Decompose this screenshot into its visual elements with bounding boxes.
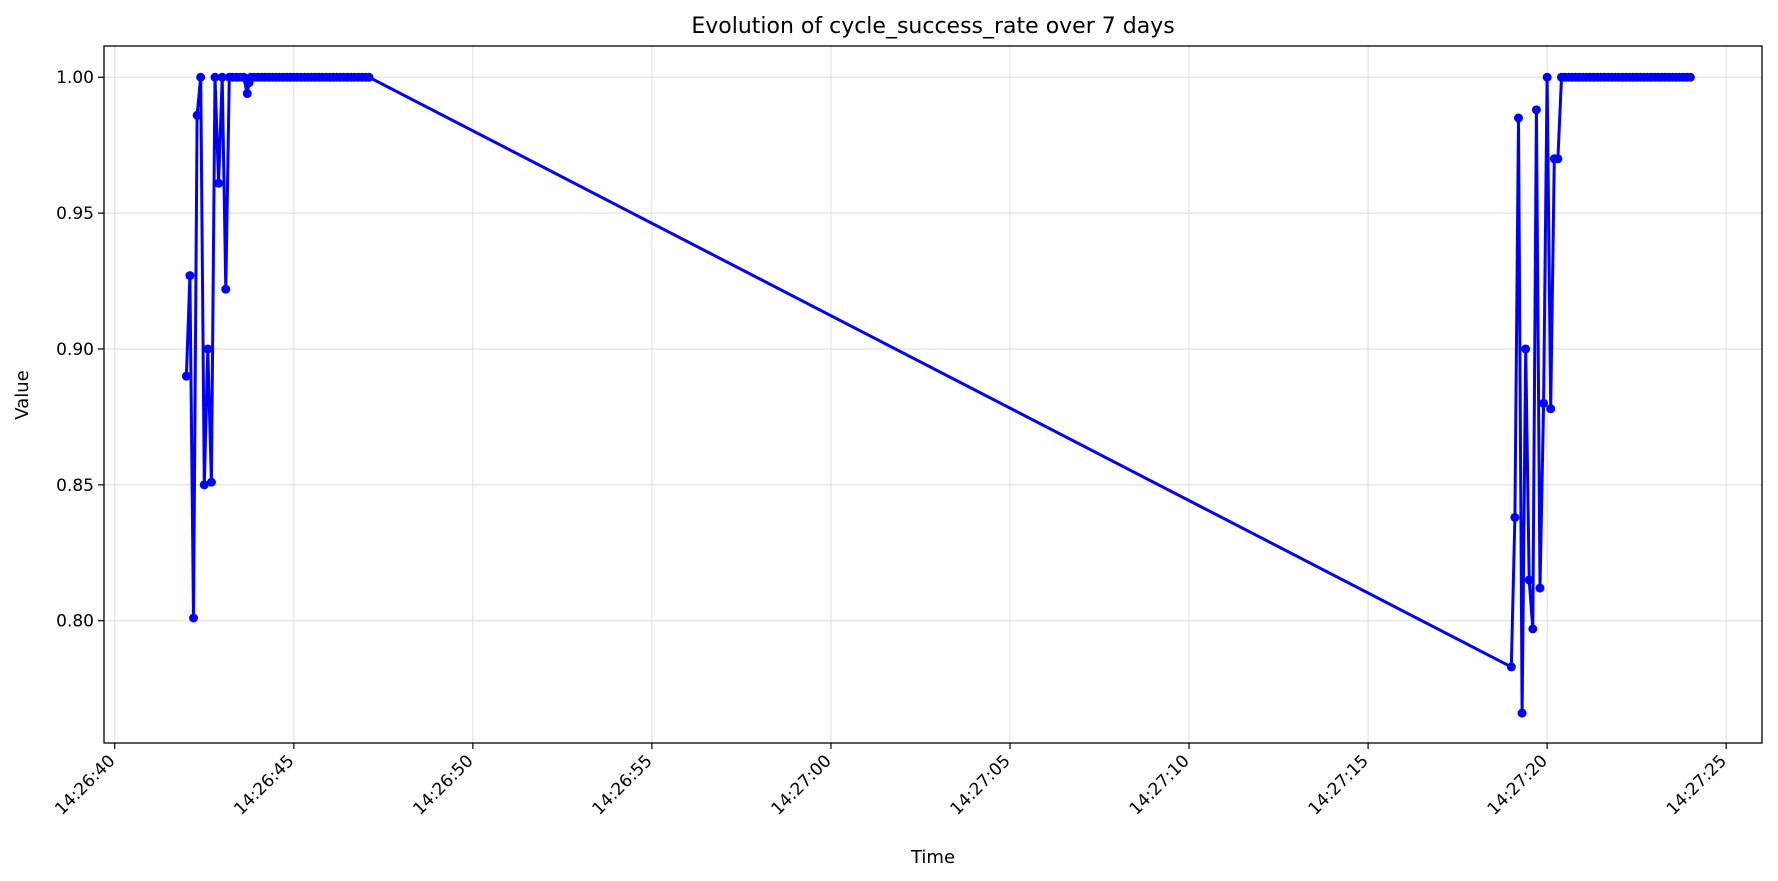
y-axis: 0.80 0.85 0.90 0.95 1.00 bbox=[56, 68, 104, 632]
x-tick-label: 14:26:55 bbox=[588, 751, 656, 819]
data-point bbox=[1539, 398, 1549, 408]
x-tick-label: 14:27:10 bbox=[1126, 751, 1194, 819]
y-tick-label: 0.90 bbox=[56, 340, 94, 360]
x-tick-label: 14:26:45 bbox=[230, 751, 298, 819]
data-point bbox=[1531, 105, 1541, 115]
data-point bbox=[221, 284, 231, 294]
data-point bbox=[1524, 575, 1534, 585]
data-point bbox=[242, 89, 252, 99]
x-tick-label: 14:27:20 bbox=[1484, 751, 1552, 819]
data-point bbox=[1546, 404, 1556, 414]
data-point bbox=[206, 477, 216, 487]
data-point bbox=[1535, 583, 1545, 593]
x-tick-label: 14:26:40 bbox=[51, 751, 119, 819]
x-tick-label: 14:26:50 bbox=[409, 751, 477, 819]
x-tick-label: 14:27:05 bbox=[947, 751, 1015, 819]
data-point bbox=[1513, 113, 1523, 123]
y-axis-label: Value bbox=[12, 370, 33, 419]
data-point bbox=[1542, 72, 1552, 82]
x-axis: 14:26:40 14:26:45 14:26:50 14:26:55 14:27:00… bbox=[51, 743, 1731, 819]
chart-title: Evolution of cycle_success_rate over 7 d… bbox=[691, 14, 1174, 39]
data-point bbox=[214, 178, 224, 188]
plot-frame bbox=[103, 45, 1763, 744]
series-line bbox=[184, 75, 1691, 715]
data-point bbox=[364, 72, 374, 82]
data-point bbox=[199, 480, 209, 490]
grid bbox=[104, 46, 1762, 743]
y-tick-label: 1.00 bbox=[56, 68, 94, 88]
x-tick-label: 14:27:15 bbox=[1305, 751, 1373, 819]
data-point bbox=[1521, 344, 1531, 354]
data-point bbox=[1553, 154, 1563, 164]
data-point bbox=[1685, 72, 1695, 82]
y-tick-label: 0.80 bbox=[56, 612, 94, 632]
x-axis-label: Time bbox=[910, 847, 955, 868]
data-point bbox=[210, 72, 220, 82]
data-point bbox=[181, 371, 191, 381]
x-tick-label: 14:27:25 bbox=[1663, 751, 1731, 819]
data-point bbox=[185, 271, 195, 281]
y-tick-label: 0.85 bbox=[56, 476, 94, 496]
data-point bbox=[1517, 708, 1527, 718]
data-point bbox=[1506, 662, 1516, 672]
y-tick-label: 0.95 bbox=[56, 204, 94, 224]
data-point bbox=[196, 72, 206, 82]
data-point bbox=[1510, 512, 1520, 522]
data-point bbox=[189, 613, 199, 623]
series-group bbox=[181, 72, 1695, 718]
data-point bbox=[192, 110, 202, 120]
x-tick-label: 14:27:00 bbox=[768, 751, 836, 819]
data-point bbox=[1528, 624, 1538, 634]
data-point bbox=[217, 72, 227, 82]
data-point bbox=[203, 344, 213, 354]
